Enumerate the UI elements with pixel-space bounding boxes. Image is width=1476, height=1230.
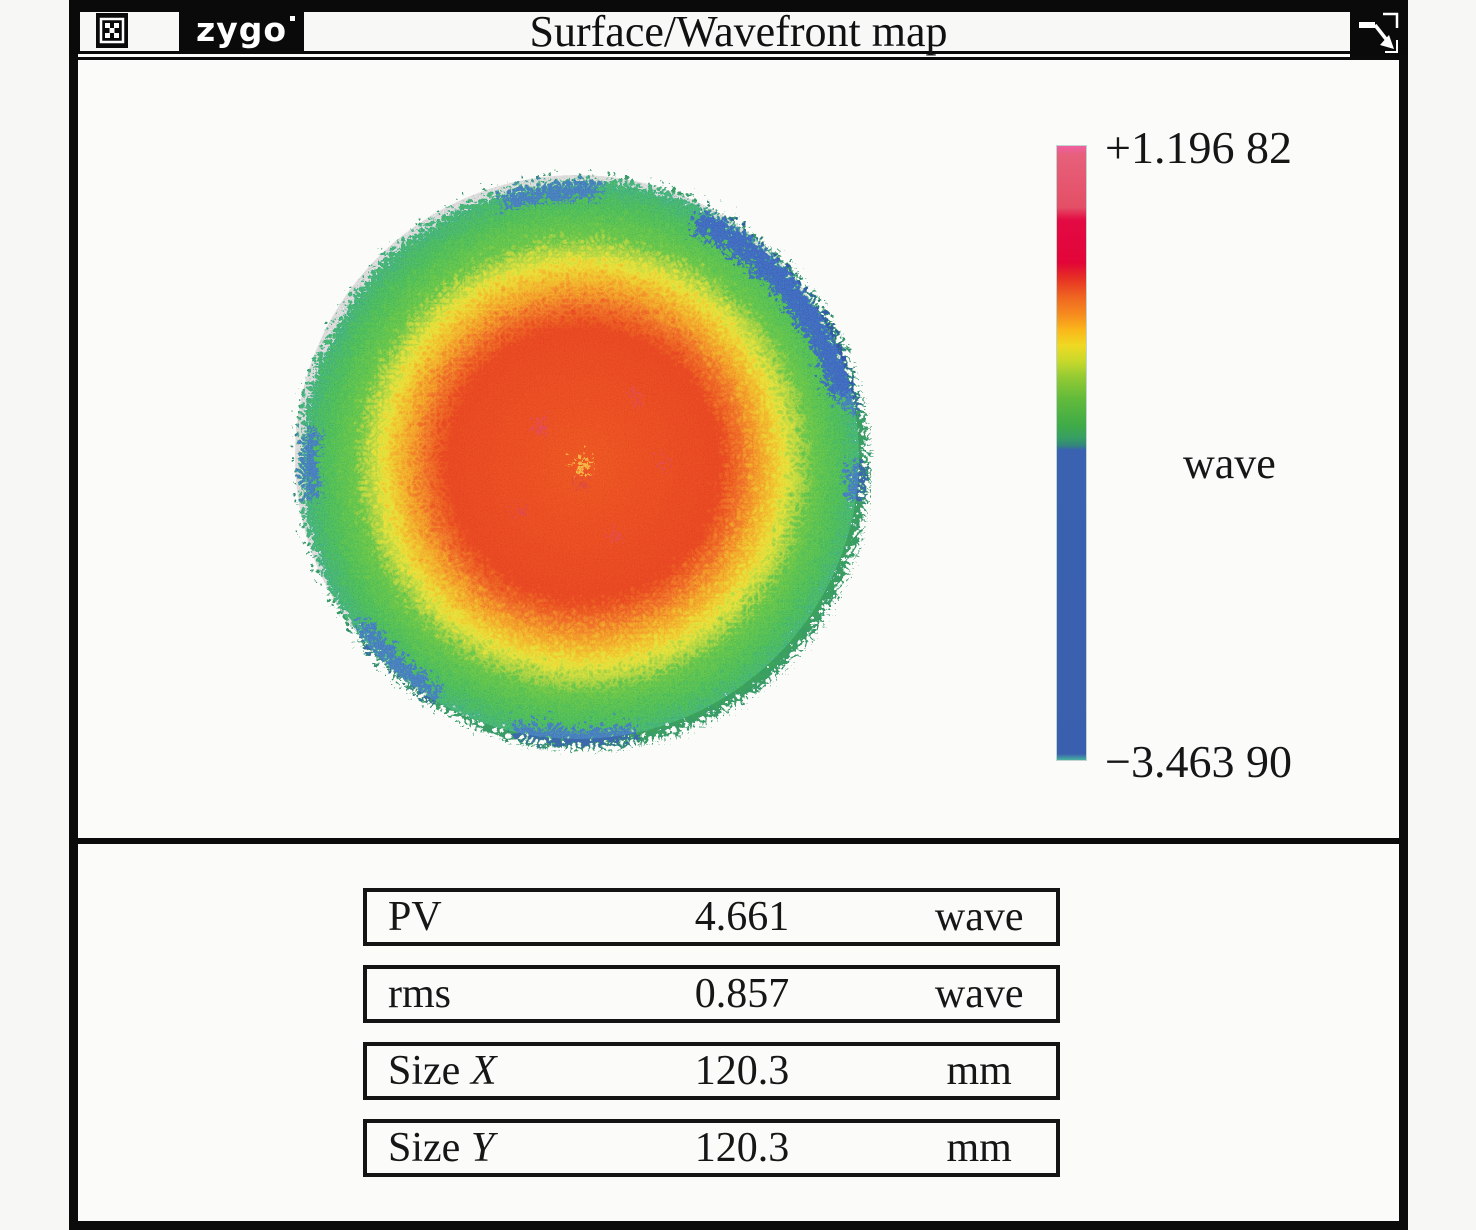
result-row-size-y: Size Y 120.3 mm: [363, 1119, 1060, 1177]
system-menu-button[interactable]: [96, 13, 128, 48]
result-label: PV: [388, 894, 442, 940]
result-value: 120.3: [694, 1125, 790, 1171]
colorbar-max-label: +1.196 82: [1105, 122, 1292, 173]
result-row-size-x: Size X 120.3 mm: [363, 1042, 1060, 1100]
colorbar: [1056, 145, 1087, 761]
window-control-button[interactable]: [1350, 8, 1403, 58]
result-value: 120.3: [694, 1048, 790, 1094]
panel-divider: [69, 838, 1408, 844]
dither-icon: [97, 14, 127, 47]
titlebar-underline: [69, 57, 1408, 60]
result-row-rms: rms 0.857 wave: [363, 965, 1060, 1023]
result-unit: wave: [934, 894, 1024, 940]
corner-arrow-icon: [1350, 8, 1403, 58]
zygo-logo-text: zygo: [195, 9, 287, 49]
result-value: 0.857: [694, 971, 790, 1017]
result-label: rms: [388, 971, 451, 1017]
result-label: Size X: [388, 1048, 497, 1094]
titlebar: zygo Surface/Wavefront map: [69, 0, 1408, 58]
result-label: Size Y: [388, 1125, 495, 1171]
result-unit: mm: [946, 1048, 1012, 1094]
result-unit: wave: [934, 971, 1024, 1017]
colorbar-min-label: −3.463 90: [1105, 736, 1292, 787]
result-row-pv: PV 4.661 wave: [363, 888, 1060, 946]
window-title: Surface/Wavefront map: [529, 7, 948, 56]
result-unit: mm: [946, 1125, 1012, 1171]
colorbar-unit-label: wave: [1183, 439, 1276, 488]
result-value: 4.661: [694, 894, 790, 940]
zygo-trademark-dot: [290, 16, 295, 21]
surface-wavefront-map: [293, 173, 861, 741]
titlebar-strip: zygo Surface/Wavefront map: [80, 7, 1403, 58]
zygo-logo: zygo: [179, 9, 304, 53]
